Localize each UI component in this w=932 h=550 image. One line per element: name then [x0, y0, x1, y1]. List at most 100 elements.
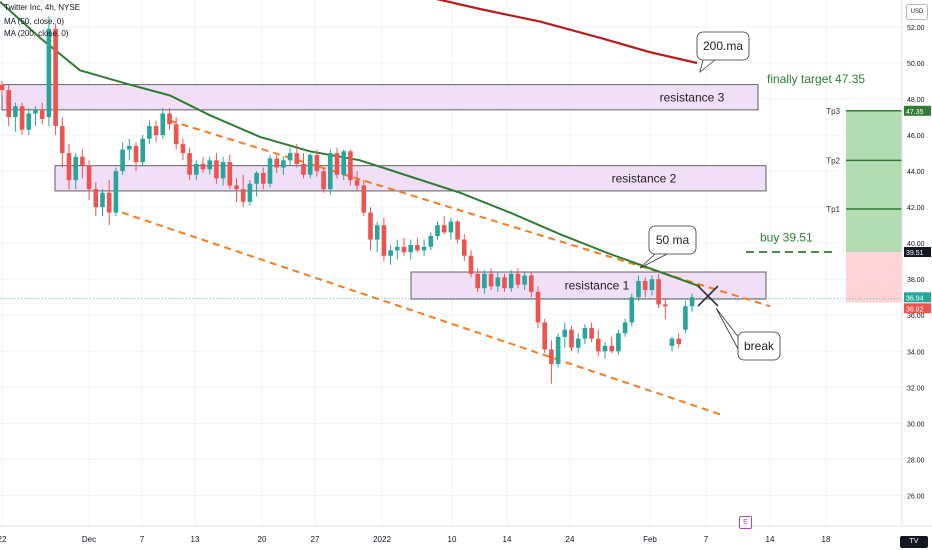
candle-body [274, 158, 279, 168]
candle [220, 156, 226, 186]
candle [609, 336, 614, 354]
candle-body [214, 160, 219, 179]
candle [649, 275, 655, 296]
candle [234, 178, 239, 202]
candle-body [441, 225, 447, 233]
candle-body [381, 225, 387, 256]
candle-body [508, 273, 514, 289]
ma50-legend[interactable]: MA (50, close, 0) [4, 17, 65, 26]
candle-body [575, 338, 581, 348]
take-profit-label: Tp1 [826, 205, 840, 214]
price-tick-label: 30.00 [907, 421, 925, 428]
candle-body [66, 153, 72, 181]
candle-body [194, 163, 199, 175]
candle [374, 221, 380, 253]
candle [93, 181, 99, 217]
candle [100, 189, 105, 217]
candle [482, 270, 487, 294]
candle [13, 102, 18, 132]
candle [160, 108, 166, 139]
candle-body [448, 221, 454, 233]
break-callout-box [737, 331, 781, 361]
candle-body [39, 109, 45, 119]
candle [66, 144, 72, 190]
price-tag [904, 105, 931, 116]
candle [294, 144, 300, 168]
time-tick-label: 14 [503, 535, 512, 544]
candle [240, 174, 246, 208]
candle-body [234, 185, 239, 190]
candle [663, 299, 668, 319]
take-profit-label: Tp3 [826, 107, 840, 116]
candle [127, 138, 132, 161]
take-profit-label: Tp2 [826, 156, 840, 165]
time-tick-label: 18 [822, 535, 831, 544]
price-tick-label: 44.00 [907, 169, 925, 176]
candle-body [187, 153, 192, 175]
candle-body [609, 345, 614, 352]
loss-zone [846, 252, 902, 303]
profit-zone [846, 110, 902, 253]
candle-body [374, 225, 380, 240]
candle [348, 149, 353, 186]
candle [502, 273, 507, 292]
currency-badge[interactable]: USD [906, 4, 928, 20]
price-tick-label: 36.00 [907, 313, 925, 320]
upper-trendline [169, 119, 771, 308]
time-axis[interactable]: 22 Dec 7 13 20 27 2022 10 14 24 Feb 7 14 18 [0, 525, 932, 544]
ma200-callout-text: 200.ma [703, 39, 743, 53]
candle [207, 156, 212, 175]
price-axis[interactable]: 26.00 28.00 30.00 32.00 34.00 36.00 38.00 40.00… [901, 0, 931, 526]
candle-body [488, 273, 494, 287]
candle [381, 217, 387, 262]
candle-body [669, 338, 675, 346]
candle [140, 135, 145, 166]
ma200-line [435, 0, 698, 65]
break-callout: break [715, 307, 781, 361]
candle [569, 326, 574, 352]
candle-body [348, 151, 353, 181]
price-tick-label: 38.00 [907, 277, 925, 284]
candle [395, 239, 400, 260]
candle-body [602, 345, 608, 352]
time-tick-label: Feb [643, 535, 657, 544]
candle-body [542, 322, 547, 350]
candle-body [120, 149, 125, 172]
candle [0, 81, 5, 96]
candle-body [683, 306, 688, 330]
earnings-event-icon[interactable]: E [739, 516, 752, 529]
time-tick-label: 10 [448, 535, 457, 544]
candle-body [663, 304, 668, 307]
candle-body [502, 277, 507, 289]
candle-body [649, 279, 655, 291]
time-tick-label: 2022 [373, 535, 391, 544]
ma200-legend[interactable]: MA (200, close, 0) [4, 29, 69, 38]
symbol-title: Twitter Inc, 4h, NYSE [4, 3, 81, 12]
time-tick-label: 22 [0, 535, 7, 544]
candle [549, 340, 554, 384]
candle-body [401, 246, 407, 253]
price-tick-label: 26.00 [907, 493, 925, 500]
candle [39, 102, 45, 125]
price-tag-label: 36.94 [906, 295, 924, 302]
candle [455, 219, 460, 244]
candle [602, 342, 608, 359]
candle-body [321, 171, 326, 190]
candle-body [596, 338, 601, 352]
candle-body [173, 124, 179, 145]
trendlines [121, 119, 771, 416]
candle-body [555, 336, 561, 364]
candle-body [676, 338, 681, 345]
candle-body [33, 109, 38, 114]
price-tick-label: 40.00 [907, 241, 925, 248]
tradingview-logo[interactable]: TV [900, 536, 928, 548]
candle [676, 333, 681, 348]
price-tick-label: 50.00 [907, 61, 925, 68]
candle [180, 138, 186, 161]
candle-body [629, 297, 635, 323]
risk-reward-box: Tp1 Tp2 Tp3 [0, 107, 902, 303]
candle [314, 149, 320, 177]
candle-body [127, 145, 132, 150]
candle-body [133, 145, 139, 163]
